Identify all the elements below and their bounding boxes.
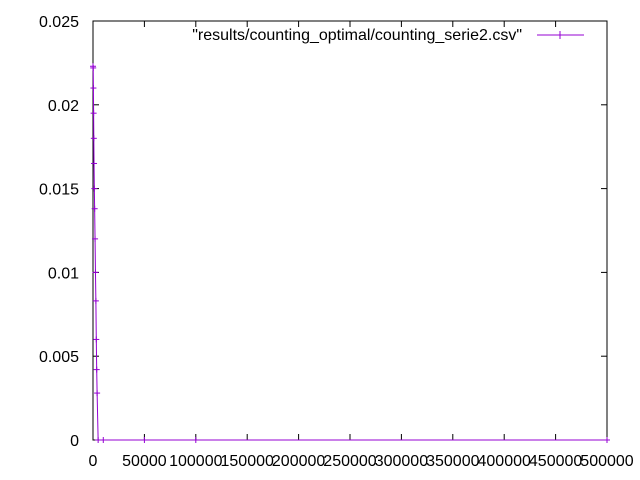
- x-tick-label: 150000: [221, 453, 274, 470]
- y-tick-label: 0.015: [39, 182, 79, 199]
- legend: "results/counting_optimal/counting_serie…: [192, 27, 584, 44]
- data-point: [90, 110, 97, 117]
- x-tick-label: 50000: [122, 453, 167, 470]
- data-point: [100, 437, 107, 443]
- data-point: [93, 336, 100, 343]
- data-point: [95, 437, 102, 443]
- data-point: [90, 64, 97, 71]
- data-point: [94, 390, 101, 397]
- data-point: [91, 205, 98, 212]
- legend-label: "results/counting_optimal/counting_serie…: [192, 27, 522, 44]
- x-tick-label: 100000: [169, 453, 222, 470]
- data-point: [91, 160, 98, 167]
- x-tick-label: 200000: [272, 453, 325, 470]
- y-tick-label: 0.025: [39, 14, 79, 31]
- data-point: [93, 366, 100, 373]
- plot-border: [92, 20, 608, 441]
- y-tick-label: 0.01: [48, 265, 79, 282]
- y-tick-label: 0: [70, 433, 79, 450]
- y-tick-label: 0.005: [39, 349, 79, 366]
- data-point: [92, 297, 99, 304]
- data-point: [92, 269, 99, 276]
- x-tick-label: 450000: [529, 453, 582, 470]
- x-tick-label: 250000: [323, 453, 376, 470]
- y-axis-ticks: 0 0.005 0.01 0.015 0.02 0.025: [39, 14, 607, 450]
- data-point: [92, 235, 99, 242]
- data-point: [192, 437, 199, 443]
- data-point: [604, 437, 610, 443]
- x-tick-label: 0: [89, 453, 98, 470]
- y-tick-label: 0.02: [48, 98, 79, 115]
- series-layer: [90, 63, 610, 443]
- x-tick-label: 300000: [375, 453, 428, 470]
- data-point: [90, 135, 97, 142]
- data-point: [141, 437, 148, 443]
- x-axis-ticks: 0 50000 1000001500002000002500003000003500…: [89, 21, 634, 470]
- data-point: [91, 185, 98, 192]
- data-point: [90, 85, 97, 92]
- x-tick-label: 350000: [426, 453, 479, 470]
- series-line: [92, 66, 607, 441]
- x-tick-label: 500000: [580, 453, 633, 470]
- x-tick-label: 400000: [478, 453, 531, 470]
